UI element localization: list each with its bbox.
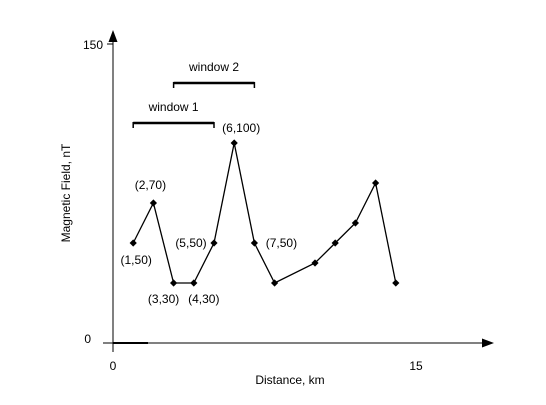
data-point — [392, 279, 400, 287]
x-axis-title: Distance, km — [255, 373, 324, 387]
point-label: (1,50) — [121, 253, 152, 267]
data-point — [230, 139, 238, 147]
data-point — [250, 239, 258, 247]
point-label: (2,70) — [135, 178, 166, 192]
x-axis-arrow — [482, 338, 494, 348]
y-tick-label-150: 150 — [83, 38, 103, 52]
y-axis-arrow — [108, 30, 118, 42]
data-point — [129, 239, 137, 247]
data-point — [331, 239, 339, 247]
data-point — [149, 199, 157, 207]
point-label: (7,50) — [266, 236, 297, 250]
data-point — [190, 279, 198, 287]
y-tick-label-0: 0 — [84, 332, 91, 346]
data-point — [372, 179, 380, 187]
data-point — [311, 259, 319, 267]
data-point — [271, 279, 279, 287]
data-point — [210, 239, 218, 247]
window-label: window 1 — [148, 100, 199, 114]
point-labels: (1,50) (2,70) (3,30) (4,30) (5,50) (6,100) (7,… — [121, 121, 298, 306]
y-axis-title: Magnetic Field, nT — [59, 143, 73, 242]
point-label: (3,30) — [148, 292, 179, 306]
window-label: window 2 — [188, 60, 239, 74]
data-point — [351, 219, 359, 227]
point-label: (6,100) — [222, 121, 260, 135]
series-line — [132, 142, 397, 284]
x-tick-label-15: 15 — [409, 359, 423, 373]
data-point — [170, 279, 178, 287]
point-label: (5,50) — [175, 236, 206, 250]
point-label: (4,30) — [188, 292, 219, 306]
axes — [103, 30, 494, 352]
windows: window 1 window 2 — [132, 60, 256, 128]
x-tick-label-0: 0 — [110, 359, 117, 373]
series — [129, 139, 400, 287]
